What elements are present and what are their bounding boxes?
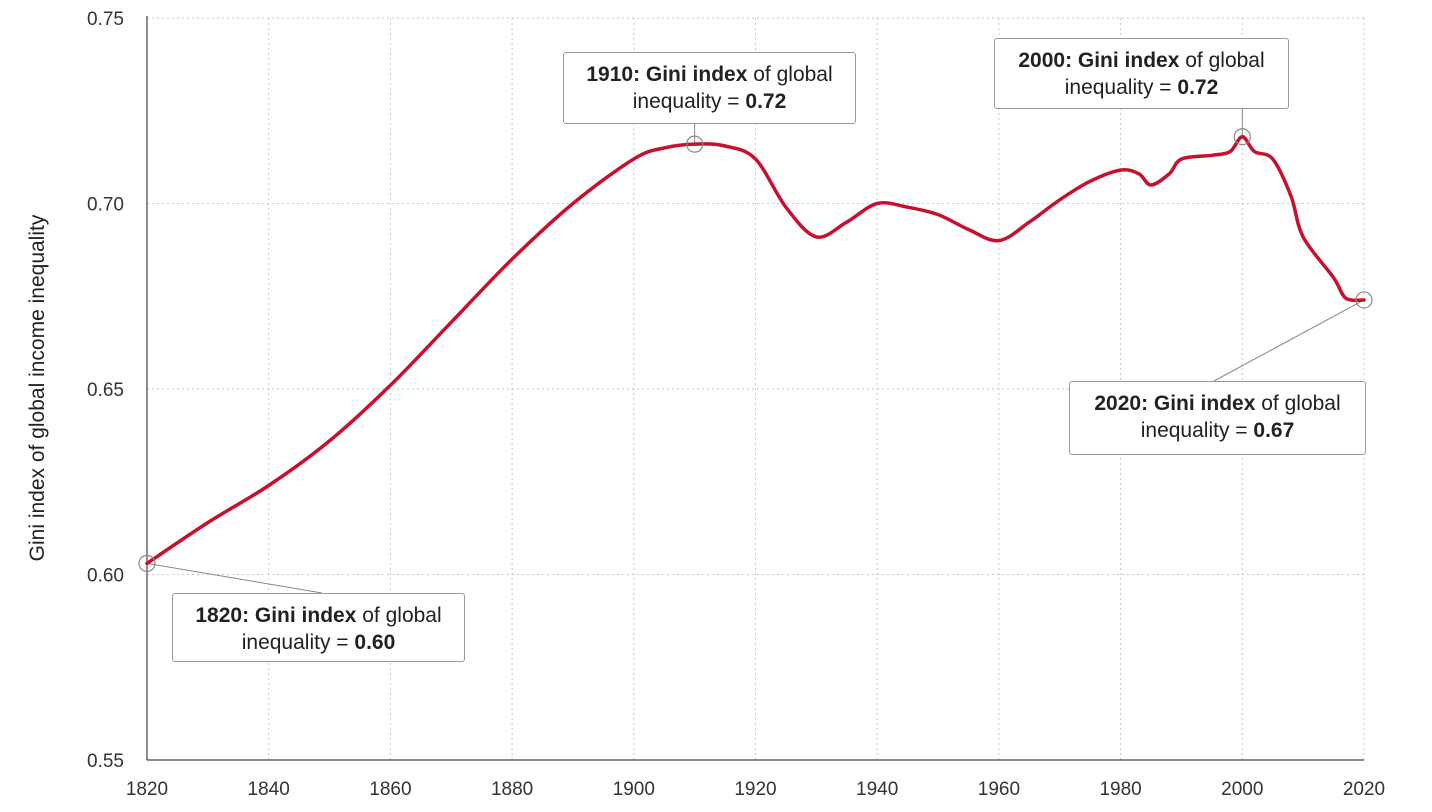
callout-1910-text: of global [753,63,833,86]
x-tick-label-1860: 1860 [369,779,411,800]
callout-2020-label: Gini index [1153,392,1256,415]
y-axis-label: Gini index of global income inequality [26,214,49,561]
x-tick-label-1840: 1840 [248,779,290,800]
x-tick-label-1900: 1900 [613,779,655,800]
x-tick-label-1820: 1820 [126,779,168,800]
callout-2000-text2: inequality = [1064,76,1172,99]
y-tick-label-0.65: 0.65 [87,380,124,401]
callout-1910-value: 0.72 [745,90,787,113]
callout-1820-value: 0.60 [354,631,396,654]
leader-line-1820 [146,562,323,594]
y-tick-label-0.75: 0.75 [87,9,124,30]
callout-2020-value: 0.67 [1253,419,1295,442]
callout-leader-lines [146,109,1365,594]
callout-2000-text: of global [1185,49,1265,72]
x-tick-label-1880: 1880 [491,779,533,800]
callout-1910: 1910: Gini index of global inequality = … [563,52,856,124]
callout-2000-year: 2000 [1018,49,1066,72]
callout-1820-year: 1820 [195,604,243,627]
x-tick-label-1920: 1920 [734,779,776,800]
y-tick-label-0.60: 0.60 [87,566,124,587]
x-tick-label-1960: 1960 [978,779,1020,800]
callout-2000-value: 0.72 [1177,76,1219,99]
annotation-markers [138,128,1373,572]
x-tick-label-1940: 1940 [856,779,898,800]
y-tick-label-0.70: 0.70 [87,195,124,216]
callout-1820-text: of global [362,604,442,627]
axes: 1820 1840 1860 1880 1900 1920 1940 1960 1980 2000… [87,9,1385,800]
callout-2000-label: Gini index [1077,49,1180,72]
point-marker-2020 [1355,291,1373,309]
callout-1820-text2: inequality = [241,631,349,654]
callout-2020-text: of global [1261,392,1341,415]
point-marker-2000 [1233,128,1251,146]
x-tick-label-1980: 1980 [1099,779,1141,800]
point-marker-1820 [138,554,156,572]
callout-2020: 2020: Gini index of global inequality = … [1069,381,1366,455]
x-tick-label-2020: 2020 [1343,779,1385,800]
callout-1820: 1820: Gini index of global inequality = … [172,593,465,662]
callout-2020-year: 2020 [1094,392,1142,415]
callout-1820-label: Gini index [254,604,357,627]
callout-1910-label: Gini index [645,63,748,86]
callout-2000: 2000: Gini index of global inequality = … [994,38,1289,109]
leader-line-2020 [1213,299,1365,382]
callout-1910-text2: inequality = [632,90,740,113]
x-tick-label-2000: 2000 [1221,779,1263,800]
callout-2020-text2: inequality = [1140,419,1248,442]
callout-1910-year: 1910 [586,63,634,86]
point-marker-1910 [686,135,704,153]
y-tick-label-0.55: 0.55 [87,751,124,772]
